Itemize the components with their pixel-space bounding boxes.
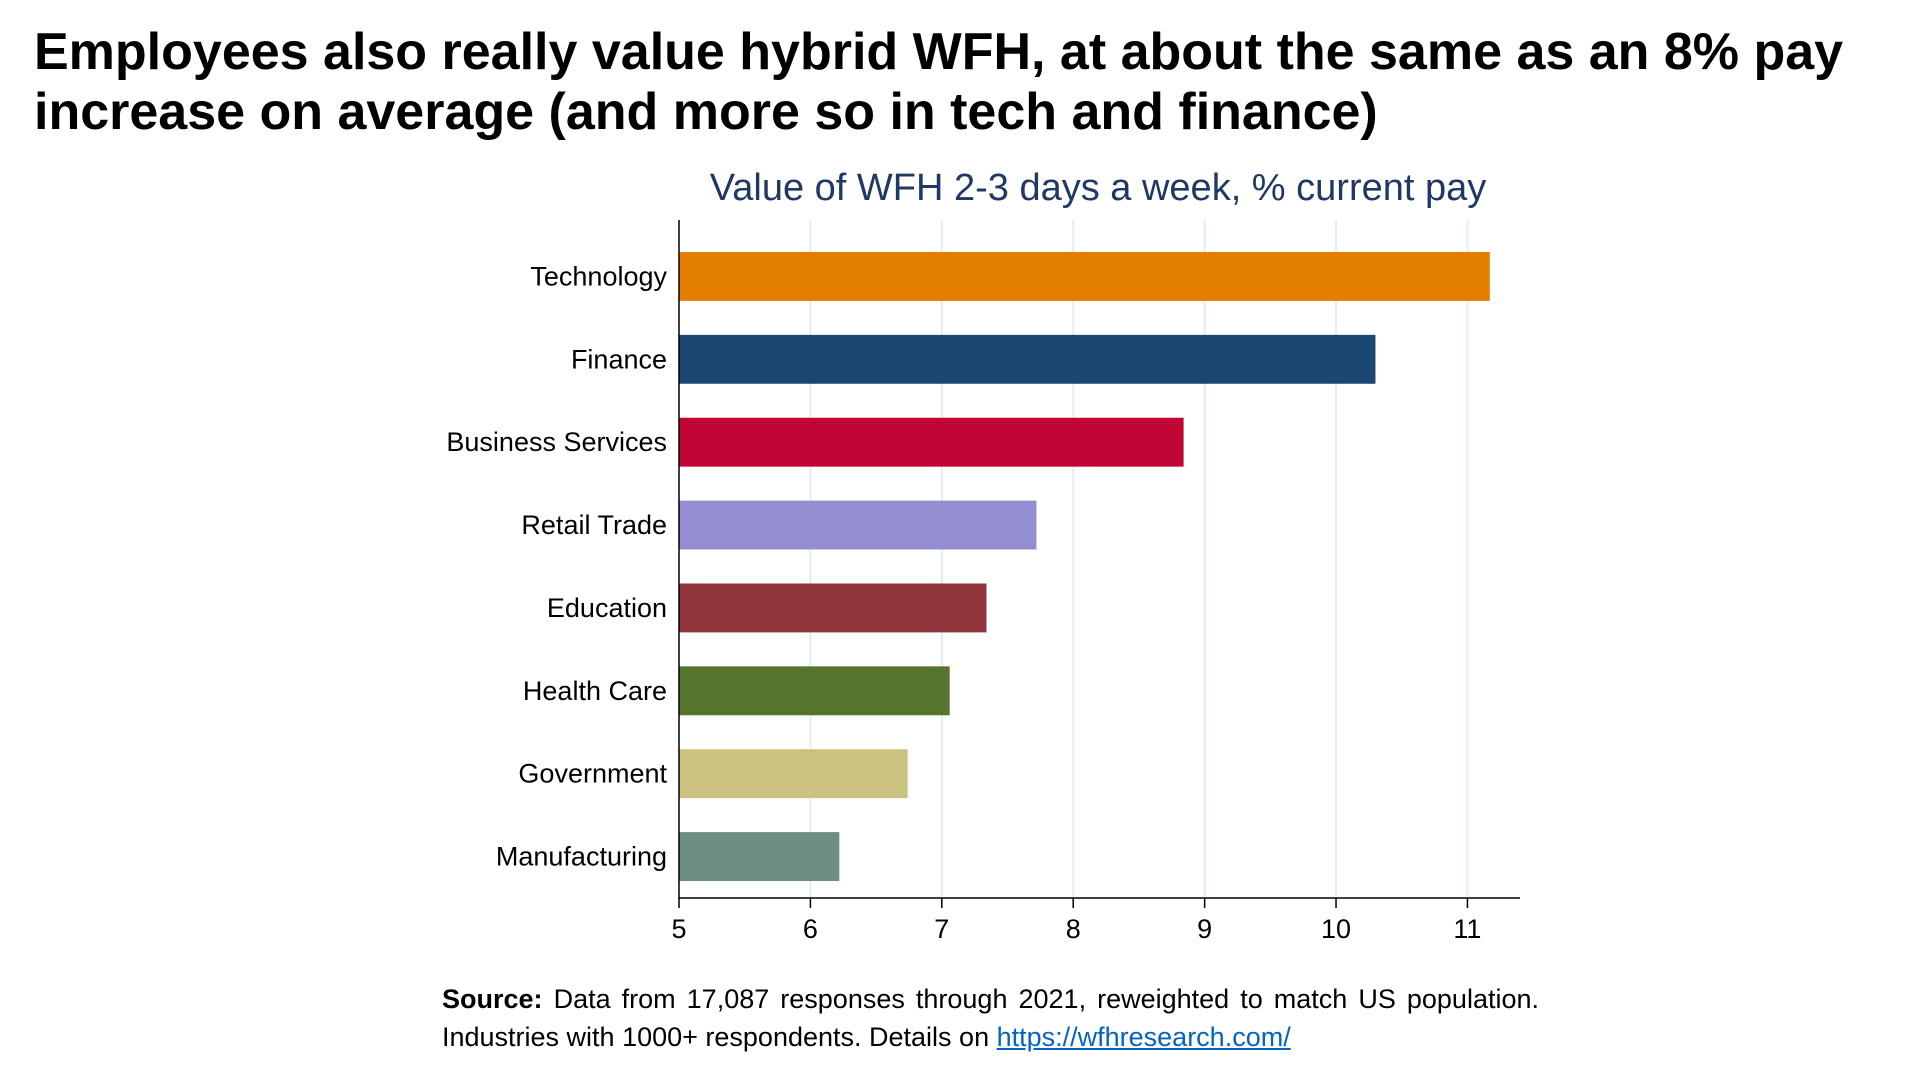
bar — [679, 666, 950, 716]
category-label: Retail Trade — [521, 510, 667, 540]
x-tick-label: 11 — [1453, 914, 1481, 944]
x-tick-label: 7 — [934, 914, 949, 944]
x-tick-label: 9 — [1197, 914, 1212, 944]
label-layer: Technology Finance Business Services Retail… — [446, 261, 1481, 944]
x-tick-label: 8 — [1066, 914, 1081, 944]
x-tick-label: 10 — [1321, 914, 1351, 944]
x-tick-label: 6 — [803, 914, 818, 944]
category-label: Manufacturing — [496, 842, 667, 872]
source-link[interactable]: https://wfhresearch.com/ — [996, 1022, 1291, 1052]
bar — [679, 832, 840, 882]
bar — [679, 251, 1490, 301]
category-label: Finance — [571, 344, 667, 374]
slide-headline: Employees also really value hybrid WFH, … — [34, 23, 1844, 141]
chart-title-wrapper: Value of WFH 2-3 days a week, % current … — [0, 166, 1920, 210]
source-text: Data from 17,087 responses through 2021,… — [442, 984, 1539, 1052]
bar — [679, 417, 1184, 467]
category-label: Technology — [530, 261, 667, 291]
category-label: Business Services — [446, 427, 667, 457]
category-label: Education — [547, 593, 667, 623]
bar — [679, 583, 987, 633]
x-tick-label: 5 — [671, 914, 686, 944]
bar — [679, 749, 908, 799]
grid-layer — [809, 220, 1469, 898]
bar — [679, 334, 1376, 384]
bar-layer — [679, 251, 1490, 882]
bar — [679, 500, 1037, 550]
source-label: Source: — [442, 984, 543, 1014]
chart-title: Value of WFH 2-3 days a week, % current … — [709, 167, 1487, 209]
axis-layer — [678, 220, 1520, 908]
category-label: Government — [518, 759, 667, 789]
category-label: Health Care — [523, 676, 667, 706]
source-note: Source: Data from 17,087 responses throu… — [442, 980, 1539, 1056]
